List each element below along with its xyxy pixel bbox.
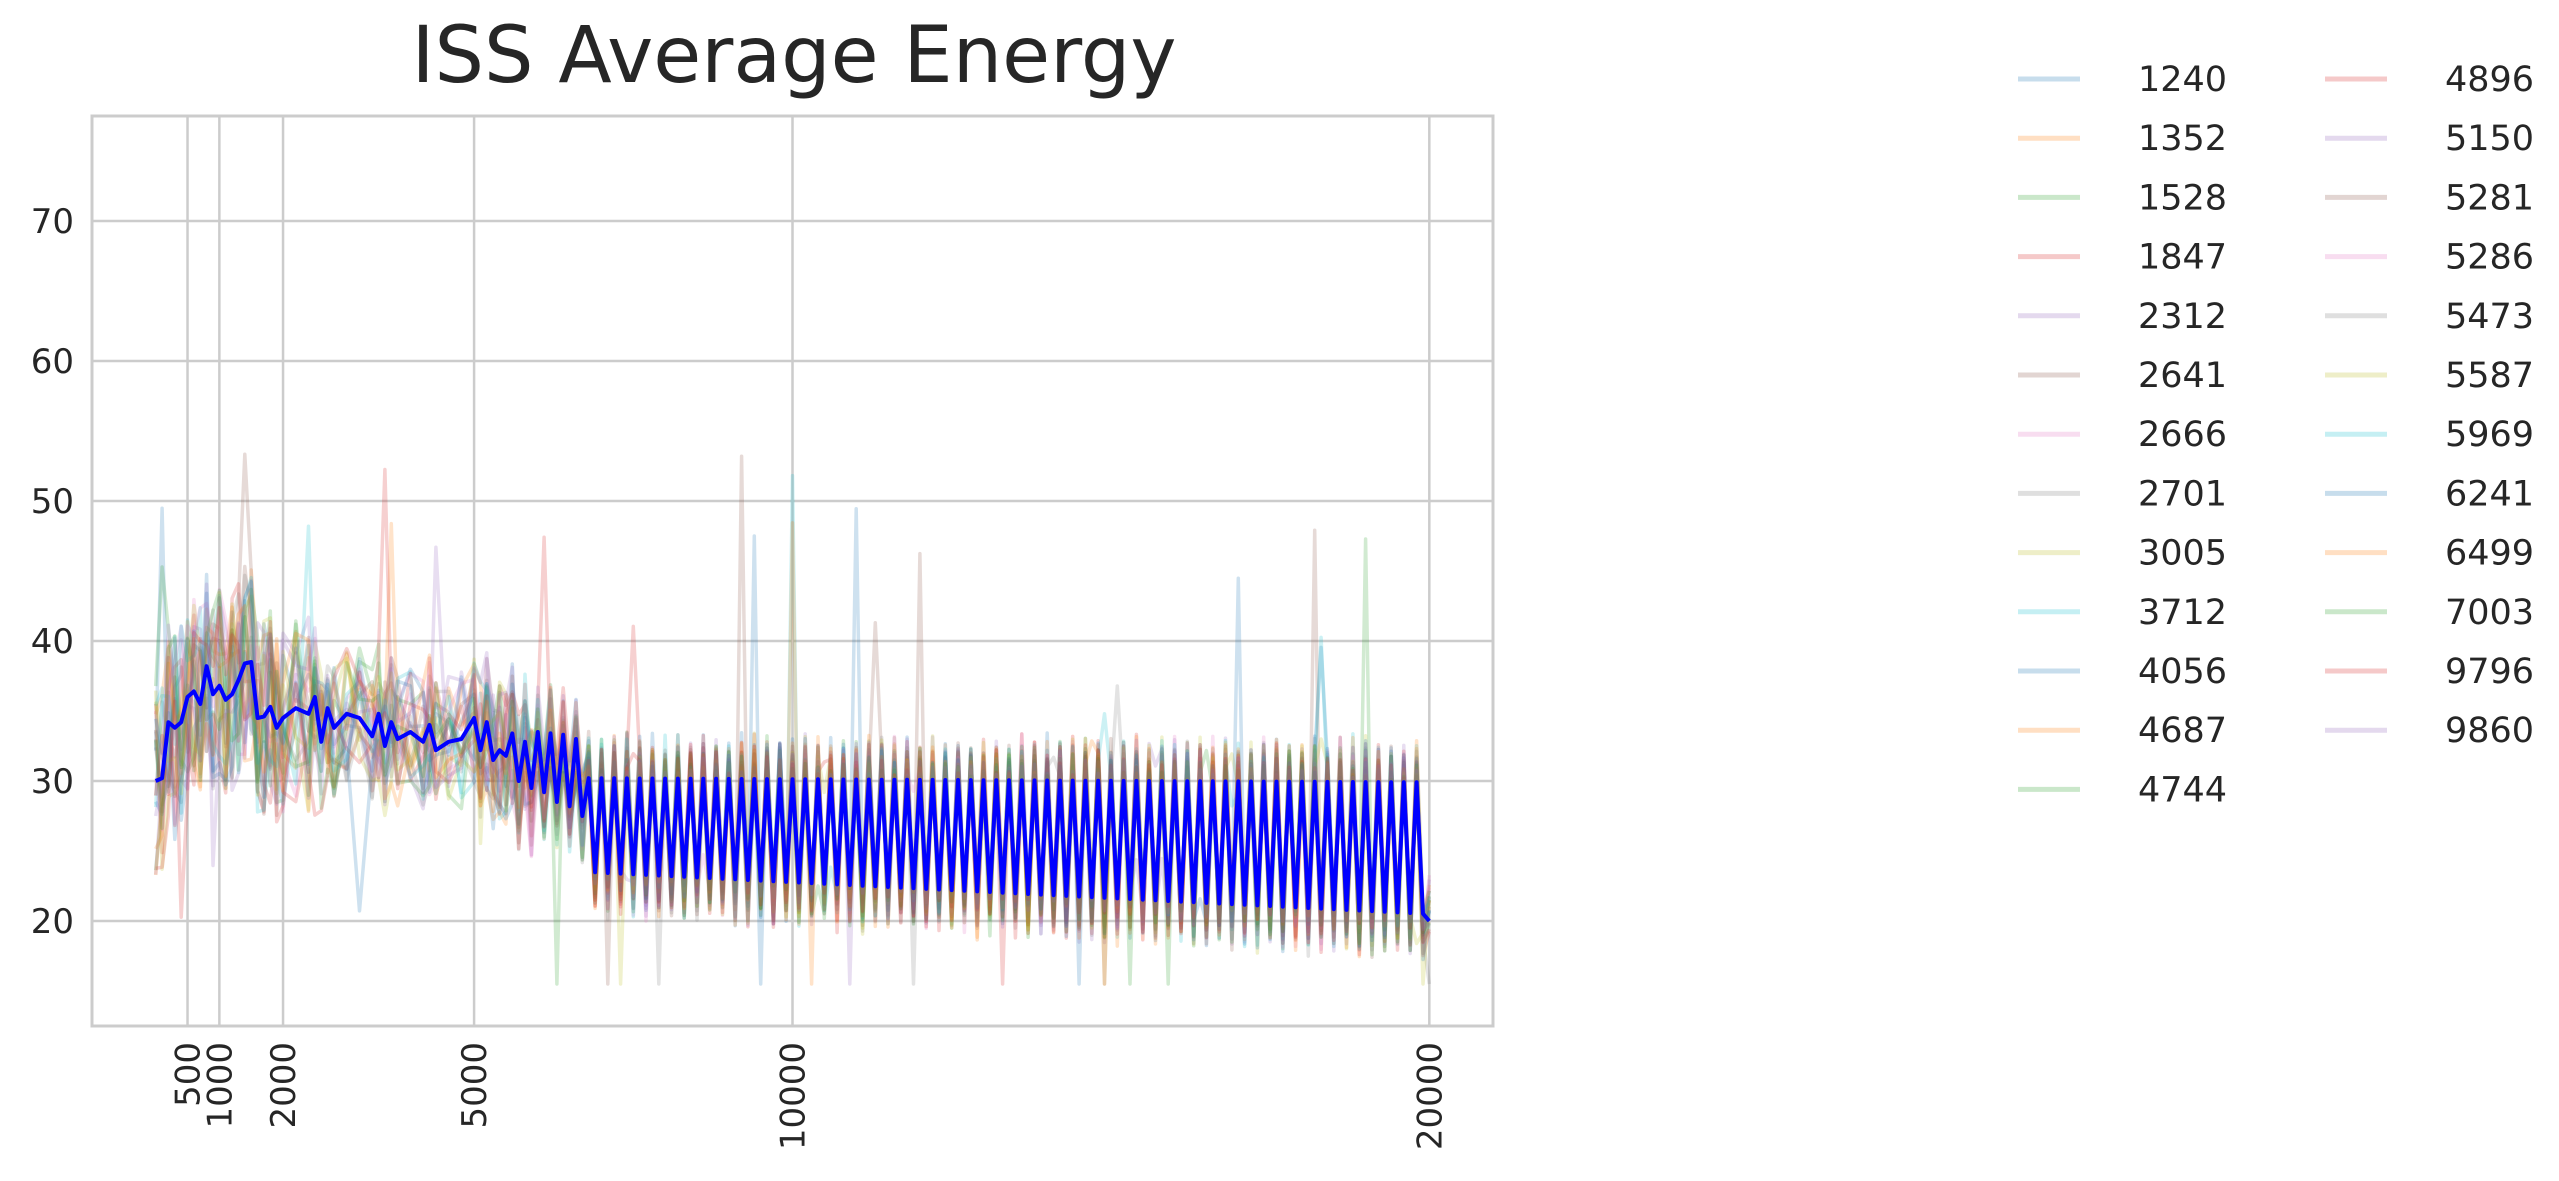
x-tick-label: 10000 (774, 1042, 814, 1150)
y-tick-label: 30 (31, 762, 74, 802)
legend-label: 1240 (2138, 60, 2227, 100)
legend-label: 5286 (2445, 238, 2534, 278)
chart-title: ISS Average Energy (412, 11, 1177, 101)
legend-label: 3005 (2138, 534, 2227, 574)
y-tick-label: 70 (31, 202, 74, 242)
legend-label: 9796 (2445, 652, 2534, 692)
legend-label: 2641 (2138, 356, 2227, 396)
legend-label: 5587 (2445, 356, 2534, 396)
legend-label: 4744 (2138, 770, 2227, 810)
y-tick-label: 20 (31, 902, 74, 942)
x-tick-label: 5000 (455, 1042, 495, 1129)
legend-label: 1847 (2138, 238, 2227, 278)
legend-label: 4896 (2445, 60, 2534, 100)
legend-label: 5473 (2445, 297, 2534, 337)
legend-label: 5150 (2445, 119, 2534, 159)
x-tick-label: 20000 (1410, 1042, 1450, 1150)
y-tick-label: 50 (31, 482, 74, 522)
x-tick-label: 2000 (264, 1042, 304, 1129)
x-tick-label: 1000 (200, 1042, 240, 1129)
average-line (154, 660, 1431, 923)
x-tick-label: 500 (169, 1042, 209, 1107)
legend-label: 6241 (2445, 474, 2534, 514)
legend-label: 2666 (2138, 415, 2227, 455)
legend-label: 1528 (2138, 178, 2227, 218)
legend-label: 9860 (2445, 711, 2534, 751)
y-tick-label: 60 (31, 342, 74, 382)
y-tick-label: 40 (31, 622, 74, 662)
legend-label: 4687 (2138, 711, 2227, 751)
legend-label: 5969 (2445, 415, 2534, 455)
legend-label: 7003 (2445, 593, 2534, 633)
legend-label: 6499 (2445, 534, 2534, 574)
legend-label: 5281 (2445, 178, 2534, 218)
series-line-3005 (153, 594, 1431, 951)
legend-label: 4056 (2138, 652, 2227, 692)
legend-label: 1352 (2138, 119, 2227, 159)
legend: 1240 1352 1528 1847 2312 2641 2666 2701 3005 3712… (2018, 60, 2534, 810)
legend-label: 3712 (2138, 593, 2227, 633)
legend-label: 2701 (2138, 474, 2227, 514)
legend-label: 2312 (2138, 297, 2227, 337)
